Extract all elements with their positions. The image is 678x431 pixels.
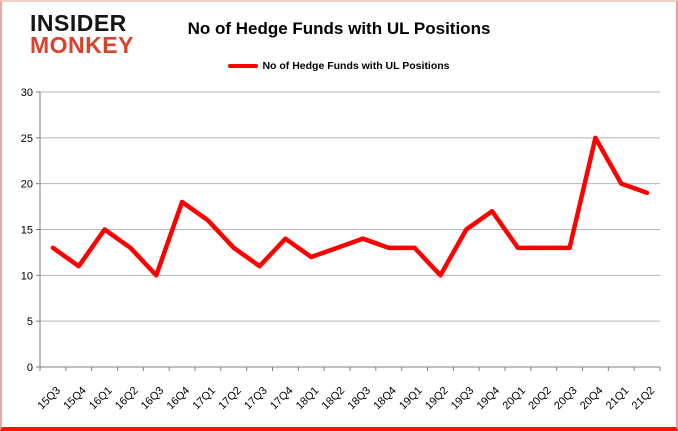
y-tick-label: 5: [27, 316, 33, 328]
x-tick-label: 16Q1: [87, 385, 115, 413]
x-tick-label: 19Q2: [423, 385, 451, 413]
insider-monkey-logo: INSIDER MONKEY: [30, 10, 134, 58]
logo-insider-text: INSIDER: [30, 10, 127, 36]
x-tick-label: 18Q2: [320, 385, 348, 413]
x-tick-label: 20Q4: [578, 385, 606, 413]
x-tick-label: 20Q3: [552, 385, 580, 413]
x-tick-label: 18Q3: [346, 385, 374, 413]
chart-title: No of Hedge Funds with UL Positions: [187, 19, 491, 38]
x-tick-label: 19Q4: [475, 385, 503, 413]
y-tick-label: 25: [21, 133, 33, 145]
legend: No of Hedge Funds with UL Positions: [2, 60, 676, 72]
legend-label: No of Hedge Funds with UL Positions: [262, 60, 450, 72]
x-tick-label: 18Q1: [294, 385, 322, 413]
x-tick-label: 17Q4: [268, 385, 296, 413]
x-tick-label: 18Q4: [371, 385, 399, 413]
x-tick-label: 19Q1: [397, 385, 425, 413]
x-tick-label: 19Q3: [449, 385, 477, 413]
x-tick-label: 21Q2: [630, 385, 658, 413]
x-tick-label: 17Q3: [242, 385, 270, 413]
y-tick-label: 10: [21, 270, 33, 282]
x-tick-label: 16Q2: [113, 385, 141, 413]
logo-monkey-text: MONKEY: [30, 31, 134, 58]
x-tick-label: 20Q1: [501, 385, 529, 413]
y-tick-label: 30: [21, 87, 33, 99]
x-tick-label: 20Q2: [526, 385, 554, 413]
legend-line-swatch: [228, 63, 259, 69]
x-tick-label: 21Q1: [604, 385, 632, 413]
y-tick-label: 0: [27, 362, 33, 374]
y-tick-label: 15: [21, 225, 33, 237]
x-tick-label: 17Q1: [191, 385, 219, 413]
y-tick-label: 20: [21, 179, 33, 191]
x-tick-label: 15Q3: [36, 385, 64, 413]
x-tick-label: 15Q4: [61, 385, 89, 413]
x-tick-label: 17Q2: [216, 385, 244, 413]
x-tick-label: 16Q4: [165, 385, 193, 413]
series-line: [50, 135, 650, 278]
x-tick-label: 16Q3: [139, 385, 167, 413]
